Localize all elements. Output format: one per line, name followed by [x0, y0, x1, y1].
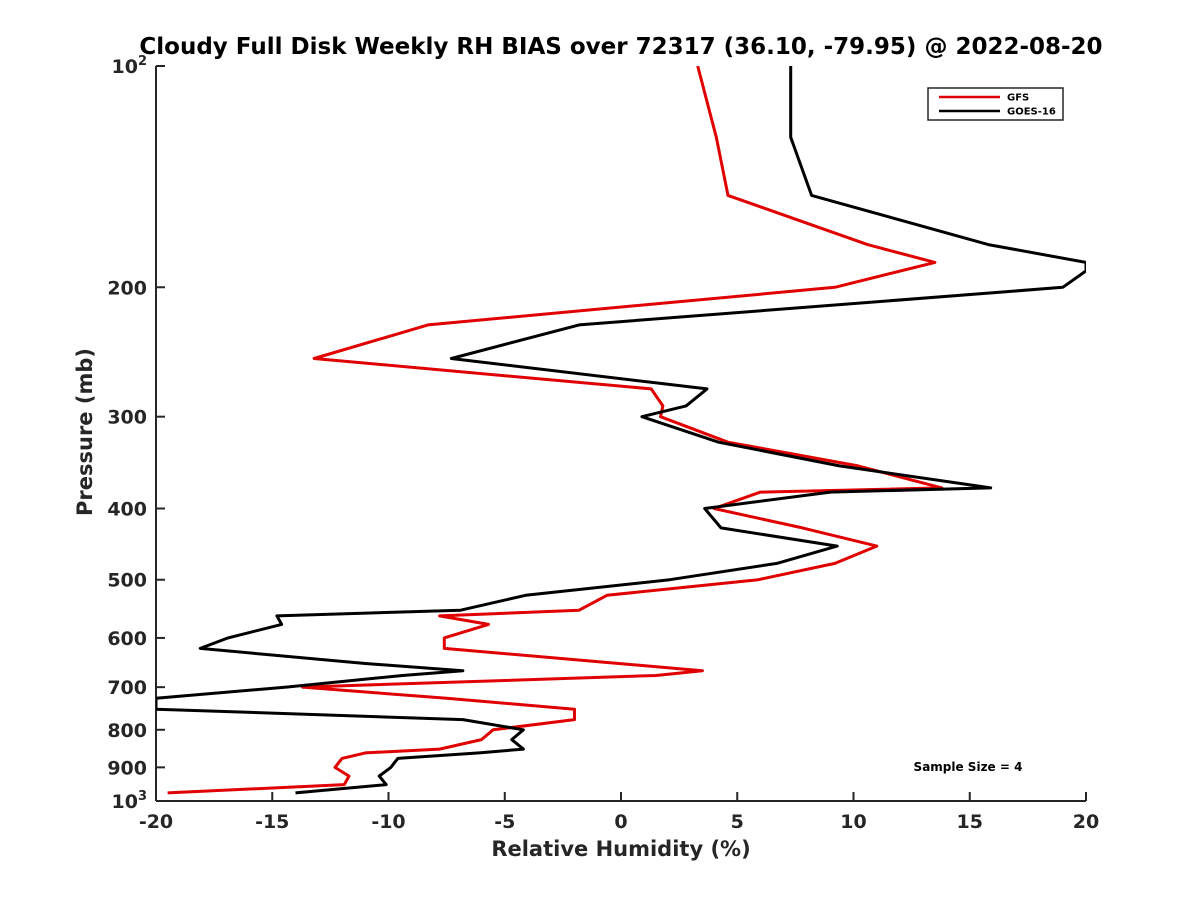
y-tick-label: 800 [107, 720, 147, 742]
x-tick-label: -10 [371, 811, 405, 833]
sample-size-annotation: Sample Size = 4 [914, 760, 1023, 774]
x-tick-label: -5 [494, 811, 515, 833]
y-tick-label: 200 [107, 277, 147, 299]
y-tick-label: 500 [107, 570, 147, 592]
x-tick-label: 15 [957, 811, 983, 833]
x-tick-label: 20 [1073, 811, 1099, 833]
y-tick-label: 400 [107, 499, 147, 521]
x-tick-label: 0 [614, 811, 627, 833]
y-tick-label: 102 [112, 54, 148, 78]
series-line-gfs [167, 66, 944, 795]
legend: GFS GOES-16 [927, 87, 1064, 121]
x-axis-label: Relative Humidity (%) [491, 837, 750, 861]
chart-title: Cloudy Full Disk Weekly RH BIAS over 723… [139, 34, 1102, 60]
series-line-goes-16 [156, 66, 1086, 795]
y-axis-label: Pressure (mb) [73, 348, 97, 516]
legend-entry-label: GOES-16 [1007, 107, 1056, 118]
legend-box [927, 87, 1064, 121]
series-layer [156, 66, 1086, 795]
x-tick-label: 10 [840, 811, 866, 833]
y-tick-label: 103 [112, 789, 148, 813]
legend-entry-label: GFS [1007, 93, 1029, 104]
y-tick-label: 600 [107, 628, 147, 650]
x-tick-label: 5 [731, 811, 744, 833]
y-tick-label: 300 [107, 407, 147, 429]
plot-axes: -20 -15 -10 -5 0 5 10 15 20 102 200 300 400 500 600 700… [107, 54, 1099, 833]
x-tick-label: -15 [255, 811, 289, 833]
y-tick-label: 900 [107, 757, 147, 779]
y-tick-label: 700 [107, 677, 147, 699]
x-tick-label: -20 [139, 811, 173, 833]
